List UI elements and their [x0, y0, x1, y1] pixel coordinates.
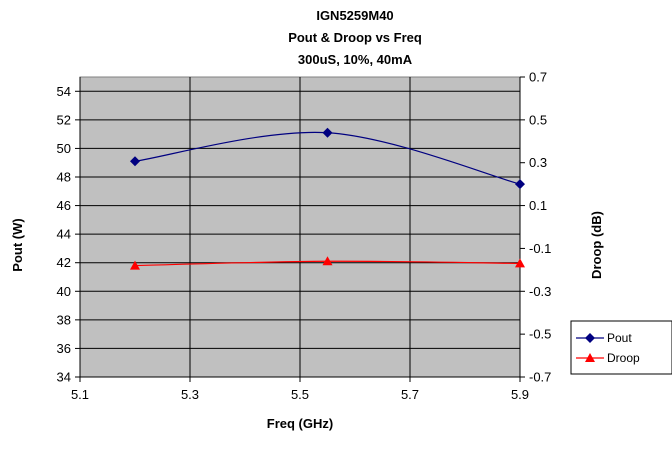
legend-label-droop: Droop	[607, 351, 640, 365]
y-tick-label: 34	[57, 370, 71, 385]
y2-tick-label: -0.5	[529, 327, 551, 342]
y2-tick-label: 0.3	[529, 155, 547, 170]
x-axis-label: Freq (GHz)	[267, 416, 333, 431]
y2-tick-label: 0.1	[529, 198, 547, 213]
y-tick-labels: 34 36 38 40 42 44 46 48 50 52 54	[57, 84, 71, 385]
y-tick-label: 36	[57, 341, 71, 356]
y2-tick-label: -0.1	[529, 241, 551, 256]
legend-items: Pout Droop	[576, 331, 640, 365]
pout-data-point	[130, 156, 140, 167]
legend-marker-droop	[585, 353, 595, 362]
chart-title-line-3: 300uS, 10%, 40mA	[298, 52, 413, 67]
y-tick-label: 42	[57, 255, 71, 270]
series-layer	[130, 127, 525, 270]
y-tick-label: 50	[57, 141, 71, 156]
x-tick-label: 5.7	[401, 387, 419, 402]
x-tick-label: 5.3	[181, 387, 199, 402]
chart-title: IGN5259M40 Pout & Droop vs Freq 300uS, 1…	[288, 8, 422, 67]
pout-data-point	[515, 179, 525, 190]
y2-tick-label: 0.5	[529, 112, 547, 127]
y2-tick-label: -0.7	[529, 370, 551, 385]
y-axis-label: Pout (W)	[10, 218, 25, 271]
droop-data-point	[515, 258, 525, 268]
legend-box	[570, 320, 672, 375]
pout-data-point	[322, 127, 333, 138]
y-tick-label: 40	[57, 284, 71, 299]
y2-tick-label: 0.7	[529, 70, 547, 85]
x-tick-label: 5.9	[511, 387, 529, 402]
y-tick-label: 44	[57, 227, 71, 242]
droop-data-point	[322, 256, 333, 266]
droop-data-point	[130, 260, 140, 270]
axes	[75, 76, 525, 382]
y2-axis-label: Droop (dB)	[589, 211, 604, 279]
y-tick-label: 46	[57, 198, 71, 213]
legend-marker-pout	[585, 333, 595, 343]
y-tick-label: 48	[57, 170, 71, 185]
y-tick-label: 54	[57, 84, 71, 99]
x-tick-label: 5.1	[71, 387, 89, 402]
x-tick-labels: 5.1 5.3 5.5 5.7 5.9	[71, 387, 529, 402]
legend: Pout Droop	[570, 320, 672, 375]
y-tick-label: 52	[57, 112, 71, 127]
y-tick-label: 38	[57, 312, 71, 327]
x-tick-label: 5.5	[291, 387, 309, 402]
y2-tick-label: -0.3	[529, 284, 551, 299]
chart-title-line-1: IGN5259M40	[316, 8, 393, 23]
chart-title-line-2: Pout & Droop vs Freq	[288, 30, 422, 45]
legend-label-pout: Pout	[607, 331, 632, 345]
y2-tick-labels: -0.7 -0.5 -0.3 -0.1 0.1 0.3 0.5 0.7	[529, 70, 551, 385]
